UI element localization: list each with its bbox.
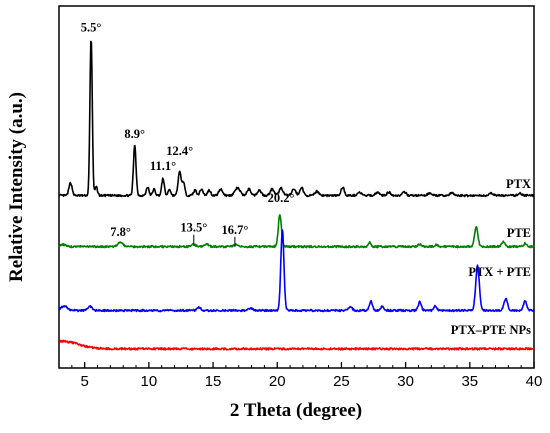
peak-annotation: 12.4° (166, 144, 193, 158)
x-tick-label: 10 (141, 373, 158, 390)
peak-annotations: 5.5° 8.9° 11.1°12.4° 7.8° 13.5° 16.7° 20.2° (81, 21, 295, 247)
x-axis-title: 2 Theta (degree) (230, 400, 362, 421)
peak-annotation: 5.5° (81, 21, 102, 35)
x-tick-label: 5 (81, 373, 89, 390)
series-line-ptx-pte-nps (58, 339, 535, 351)
peak-annotation: 7.8° (110, 225, 131, 239)
peak-annotation: 13.5° (180, 221, 207, 235)
series-line-pte (58, 214, 535, 249)
y-axis-title: Relative Intensity (a.u.) (6, 92, 27, 282)
x-tick-label: 35 (461, 373, 478, 390)
peak-annotation: 16.7° (221, 223, 248, 237)
series-curves (58, 40, 535, 351)
peak-annotation: 11.1° (150, 159, 176, 173)
peak-annotation: 20.2° (268, 191, 295, 205)
series-label-ptx-pte-nps: PTX–PTE NPs (451, 323, 531, 337)
series-label-ptx: PTX (506, 177, 531, 191)
series-label-pte: PTE (507, 226, 531, 240)
plot-frame (58, 5, 535, 369)
series-line-ptx-pte (58, 229, 535, 313)
series-line-ptx (58, 40, 535, 198)
x-tick-label: 25 (333, 373, 350, 390)
x-tick-label: 20 (269, 373, 286, 390)
x-tick-label: 40 (526, 373, 543, 390)
series-labels: PTX PTE PTX + PTE PTX–PTE NPs (451, 177, 531, 337)
x-tick-label: 15 (205, 373, 222, 390)
series-label-ptx-pte: PTX + PTE (468, 265, 531, 279)
peak-annotation: 8.9° (124, 127, 145, 141)
x-axis-ticks: 5 10 15 20 25 30 35 40 (58, 362, 543, 390)
x-tick-label: 30 (397, 373, 414, 390)
